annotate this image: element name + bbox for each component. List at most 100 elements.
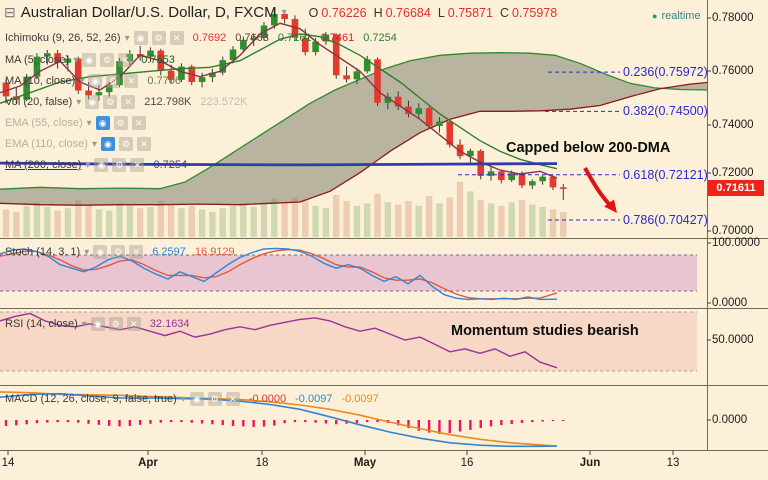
fib-level-label: 0.236(0.75972) <box>623 65 708 80</box>
realtime-label: realtime <box>661 10 701 22</box>
indicator-close-icon[interactable]: ✕ <box>118 53 133 67</box>
indicator-close-icon[interactable]: ✕ <box>169 31 184 45</box>
chevron-down-icon[interactable]: ▾ <box>81 318 87 330</box>
indicator-value: 0.7663 <box>235 32 269 44</box>
time-axis-label: Jun <box>579 457 601 469</box>
indicator-close-icon[interactable]: ✕ <box>136 137 151 151</box>
indicator-value: 16.9129 <box>194 246 235 258</box>
indicator-row: Vol (20, false) ▾ ◉ ⚙ ✕ 212.798K 223.572K <box>5 94 248 110</box>
indicator-value: 0.7254 <box>363 32 397 44</box>
indicator-settings-gear-icon[interactable]: ⚙ <box>106 74 121 88</box>
chevron-down-icon[interactable]: ▾ <box>124 32 130 44</box>
indicator-visibility-icon[interactable]: ◉ <box>189 392 204 406</box>
indicator-row: Stoch (14, 3, 1) ▾ ◉ ⚙ ✕ 6.2597 16.9129 <box>5 244 235 260</box>
indicator-close-icon[interactable]: ✕ <box>130 158 145 172</box>
time-axis-label: 13 <box>666 457 680 469</box>
indicator-close-icon[interactable]: ✕ <box>129 245 144 259</box>
close-value: 0.75978 <box>511 5 558 20</box>
indicator-close-icon[interactable]: ✕ <box>124 74 139 88</box>
indicator-visibility-icon[interactable]: ◉ <box>100 137 115 151</box>
indicator-value: -0.0097 <box>341 393 379 405</box>
indicator-close-icon[interactable]: ✕ <box>131 116 146 130</box>
indicator-label[interactable]: MA (5, close) <box>5 54 70 66</box>
time-axis-label: May <box>353 457 377 469</box>
fib-level-label: 0.382(0.74500) <box>623 104 708 119</box>
indicator-label[interactable]: Ichimoku (9, 26, 52, 26) <box>5 32 121 44</box>
indicator-close-icon[interactable]: ✕ <box>126 317 141 331</box>
indicator-label[interactable]: MA (200, close) <box>5 159 82 171</box>
indicator-visibility-icon[interactable]: ◉ <box>88 74 103 88</box>
open-value: 0.76226 <box>321 5 367 20</box>
last-price-tag: 0.71611 <box>708 180 764 197</box>
indicator-close-icon[interactable]: ✕ <box>121 95 136 109</box>
indicator-visibility-icon[interactable]: ◉ <box>85 95 100 109</box>
fib-level-label: 0.786(0.70427) <box>623 212 708 227</box>
indicator-settings-gear-icon[interactable]: ⚙ <box>108 317 123 331</box>
realtime-status: ● realtime <box>652 10 701 22</box>
realtime-dot-icon: ● <box>652 11 658 21</box>
chevron-down-icon[interactable]: ▾ <box>84 246 90 258</box>
chevron-down-icon[interactable]: ▾ <box>79 75 85 87</box>
chevron-down-icon[interactable]: ▾ <box>281 7 287 18</box>
indicator-close-icon[interactable]: ✕ <box>225 392 240 406</box>
indicator-label[interactable]: Vol (20, false) <box>5 96 73 108</box>
indicator-settings-gear-icon[interactable]: ⚙ <box>112 158 127 172</box>
indicator-settings-gear-icon[interactable]: ⚙ <box>100 53 115 67</box>
indicator-visibility-icon[interactable]: ◉ <box>94 158 109 172</box>
indicator-value: 212.798K <box>144 96 192 108</box>
indicator-value: 0.7254 <box>153 159 188 171</box>
indicator-value: 6.2597 <box>152 246 186 258</box>
annotation-capped-below-200dma: Capped below 200-DMA <box>506 140 671 156</box>
indicator-settings-gear-icon[interactable]: ⚙ <box>207 392 222 406</box>
indicator-label[interactable]: EMA (55, close) <box>5 117 83 129</box>
indicator-value: 0.7161 <box>277 32 312 44</box>
chevron-down-icon[interactable]: ▾ <box>180 393 186 405</box>
indicator-row: MA (200, close) ▾ ◉ ⚙ ✕ 0.7254 <box>5 157 187 173</box>
chevron-down-icon[interactable]: ▾ <box>91 138 97 150</box>
indicator-row: MACD (12, 26, close, 9, false, true) ▾ ◉ ⚙ ✕… <box>5 391 379 407</box>
indicator-visibility-icon[interactable]: ◉ <box>93 245 108 259</box>
high-value: 0.76684 <box>385 5 431 20</box>
high-label: H <box>373 5 383 20</box>
indicator-row: MA (10, close) ▾ ◉ ⚙ ✕ 0.7706 <box>5 73 181 89</box>
price-axis-label: 0.74000 <box>712 119 754 131</box>
chevron-down-icon[interactable]: ▾ <box>86 117 92 129</box>
fib-level-label: 0.618(0.72121) <box>623 167 708 182</box>
indicator-value: 0.7461 <box>320 32 355 44</box>
indicator-value: 32.1634 <box>149 318 190 330</box>
indicator-label[interactable]: RSI (14, close) <box>5 318 78 330</box>
chevron-down-icon[interactable]: ▾ <box>73 54 79 66</box>
indicator-settings-gear-icon[interactable]: ⚙ <box>151 31 166 45</box>
price-axis-label: 0.70000 <box>712 225 754 237</box>
chevron-down-icon[interactable]: ▾ <box>76 96 82 108</box>
symbol-title[interactable]: Australian Dollar/U.S. Dollar, D, FXCM <box>20 4 277 21</box>
indicator-visibility-icon[interactable]: ◉ <box>95 116 110 130</box>
indicator-value: 0.7692 <box>192 32 227 44</box>
low-value: 0.75871 <box>447 5 493 20</box>
close-label: C <box>499 5 509 20</box>
indicator-settings-gear-icon[interactable]: ⚙ <box>111 245 126 259</box>
indicator-value: -0.0097 <box>295 393 333 405</box>
indicator-visibility-icon[interactable]: ◉ <box>90 317 105 331</box>
indicator-value: 223.572K <box>200 96 248 108</box>
indicator-settings-gear-icon[interactable]: ⚙ <box>113 116 128 130</box>
price-axis-label: 0.76000 <box>712 65 754 77</box>
chevron-down-icon[interactable]: ▾ <box>85 159 91 171</box>
time-axis-label: Apr <box>138 457 158 469</box>
low-label: L <box>437 5 445 20</box>
indicator-label[interactable]: EMA (110, close) <box>5 138 88 150</box>
collapse-pane-icon[interactable]: ⊟ <box>4 4 16 20</box>
indicator-label[interactable]: MACD (12, 26, close, 9, false, true) <box>5 393 177 405</box>
time-axis-label: 16 <box>460 457 474 469</box>
indicator-row: EMA (55, close) ▾ ◉ ⚙ ✕ <box>5 115 146 131</box>
indicator-label[interactable]: MA (10, close) <box>5 75 76 87</box>
indicator-visibility-icon[interactable]: ◉ <box>133 31 148 45</box>
price-axis-label: 100.0000 <box>712 237 760 249</box>
indicator-settings-gear-icon[interactable]: ⚙ <box>103 95 118 109</box>
indicator-label[interactable]: Stoch (14, 3, 1) <box>5 246 81 258</box>
indicator-visibility-icon[interactable]: ◉ <box>82 53 97 67</box>
indicator-settings-gear-icon[interactable]: ⚙ <box>118 137 133 151</box>
indicator-row: MA (5, close) ▾ ◉ ⚙ ✕ 0.7553 <box>5 52 175 68</box>
